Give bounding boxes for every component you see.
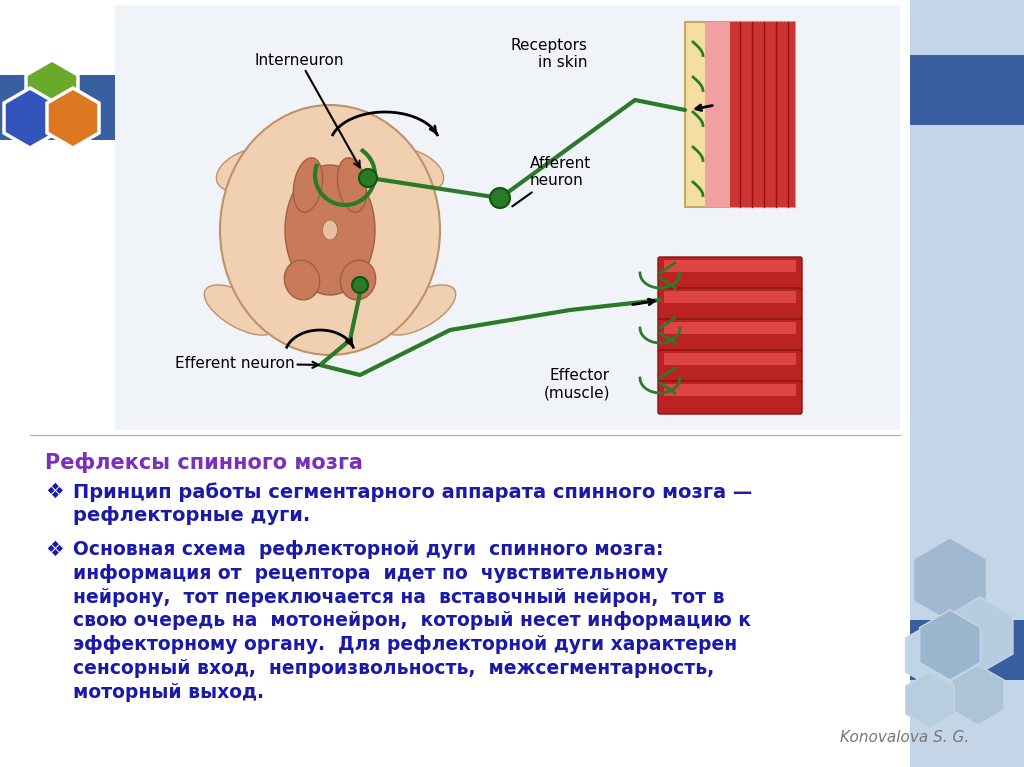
Text: ❖: ❖ [45, 482, 63, 502]
FancyBboxPatch shape [658, 319, 802, 352]
Text: Konovalova S. G.: Konovalova S. G. [840, 730, 970, 745]
FancyBboxPatch shape [664, 353, 796, 365]
Ellipse shape [285, 260, 319, 300]
Polygon shape [47, 88, 99, 148]
Ellipse shape [216, 148, 284, 193]
Ellipse shape [377, 148, 443, 193]
Ellipse shape [323, 220, 338, 240]
Polygon shape [905, 621, 965, 689]
Ellipse shape [340, 260, 376, 300]
Polygon shape [906, 672, 954, 728]
Polygon shape [952, 665, 1004, 725]
Text: Receptors
in skin: Receptors in skin [511, 38, 588, 71]
Text: ❖: ❖ [45, 540, 63, 560]
Ellipse shape [285, 165, 375, 295]
Polygon shape [913, 538, 986, 622]
Circle shape [352, 277, 368, 293]
FancyBboxPatch shape [910, 620, 1024, 680]
Polygon shape [947, 597, 1013, 673]
Circle shape [490, 188, 510, 208]
Text: Effector
(muscle): Effector (muscle) [544, 368, 610, 400]
Ellipse shape [294, 158, 323, 212]
Polygon shape [920, 610, 980, 680]
FancyBboxPatch shape [658, 288, 802, 321]
Text: Interneuron: Interneuron [255, 53, 359, 167]
Text: Рефлексы спинного мозга: Рефлексы спинного мозга [45, 452, 362, 473]
Circle shape [359, 169, 377, 187]
Text: Efferent neuron: Efferent neuron [175, 356, 318, 371]
Text: Основная схема  рефлекторной дуги  спинного мозга:
информация от  рецептора  иде: Основная схема рефлекторной дуги спинног… [73, 540, 751, 702]
FancyBboxPatch shape [664, 322, 796, 334]
FancyBboxPatch shape [664, 291, 796, 303]
FancyBboxPatch shape [910, 0, 1024, 767]
FancyBboxPatch shape [0, 75, 115, 140]
Polygon shape [26, 60, 78, 120]
FancyBboxPatch shape [705, 22, 795, 207]
Polygon shape [4, 88, 56, 148]
Ellipse shape [204, 285, 275, 335]
Ellipse shape [384, 285, 456, 335]
Text: Afferent
neuron: Afferent neuron [512, 156, 591, 206]
Text: Принцип работы сегментарного аппарата спинного мозга —
рефлекторные дуги.: Принцип работы сегментарного аппарата сп… [73, 482, 753, 525]
FancyBboxPatch shape [658, 381, 802, 414]
FancyBboxPatch shape [115, 5, 900, 430]
Ellipse shape [220, 105, 440, 355]
FancyBboxPatch shape [910, 55, 1024, 125]
FancyBboxPatch shape [658, 257, 802, 290]
FancyBboxPatch shape [685, 22, 795, 207]
Ellipse shape [338, 158, 367, 212]
FancyBboxPatch shape [664, 260, 796, 272]
FancyBboxPatch shape [730, 22, 795, 207]
FancyBboxPatch shape [658, 350, 802, 383]
FancyBboxPatch shape [664, 384, 796, 396]
